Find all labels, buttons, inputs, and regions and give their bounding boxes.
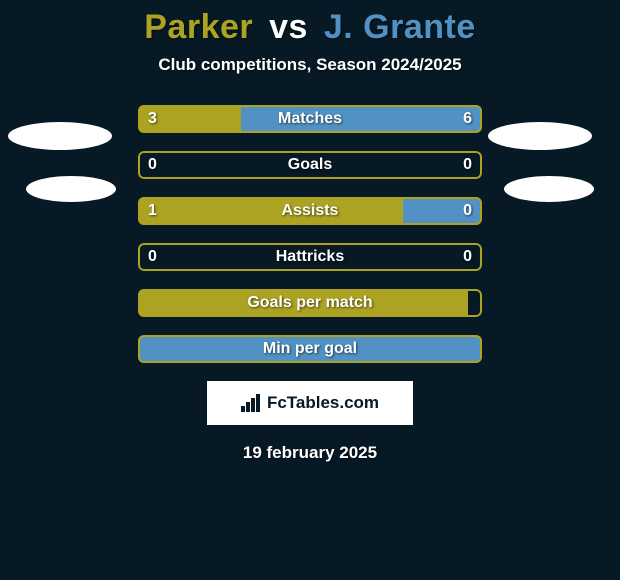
stat-row: Goals per match [138, 289, 482, 317]
stat-row: 00Goals [138, 151, 482, 179]
stat-label: Goals per match [138, 289, 482, 317]
stat-row: 10Assists [138, 197, 482, 225]
stat-label: Hattricks [138, 243, 482, 271]
decorative-ellipse [488, 122, 592, 150]
badge-text: FcTables.com [267, 393, 379, 413]
bars-icon [241, 394, 261, 412]
stat-row: Min per goal [138, 335, 482, 363]
decorative-ellipse [26, 176, 116, 202]
vs-text: vs [269, 8, 308, 46]
stat-label: Min per goal [138, 335, 482, 363]
player1-name: Parker [144, 8, 253, 46]
subtitle: Club competitions, Season 2024/2025 [0, 55, 620, 75]
stat-label: Goals [138, 151, 482, 179]
stat-label: Assists [138, 197, 482, 225]
fctables-badge: FcTables.com [207, 381, 413, 425]
player2-name: J. Grante [324, 8, 476, 46]
date-text: 19 february 2025 [0, 443, 620, 463]
stat-row: 00Hattricks [138, 243, 482, 271]
decorative-ellipse [504, 176, 594, 202]
stat-label: Matches [138, 105, 482, 133]
stat-row: 36Matches [138, 105, 482, 133]
comparison-title: Parker vs J. Grante [0, 0, 620, 47]
decorative-ellipse [8, 122, 112, 150]
